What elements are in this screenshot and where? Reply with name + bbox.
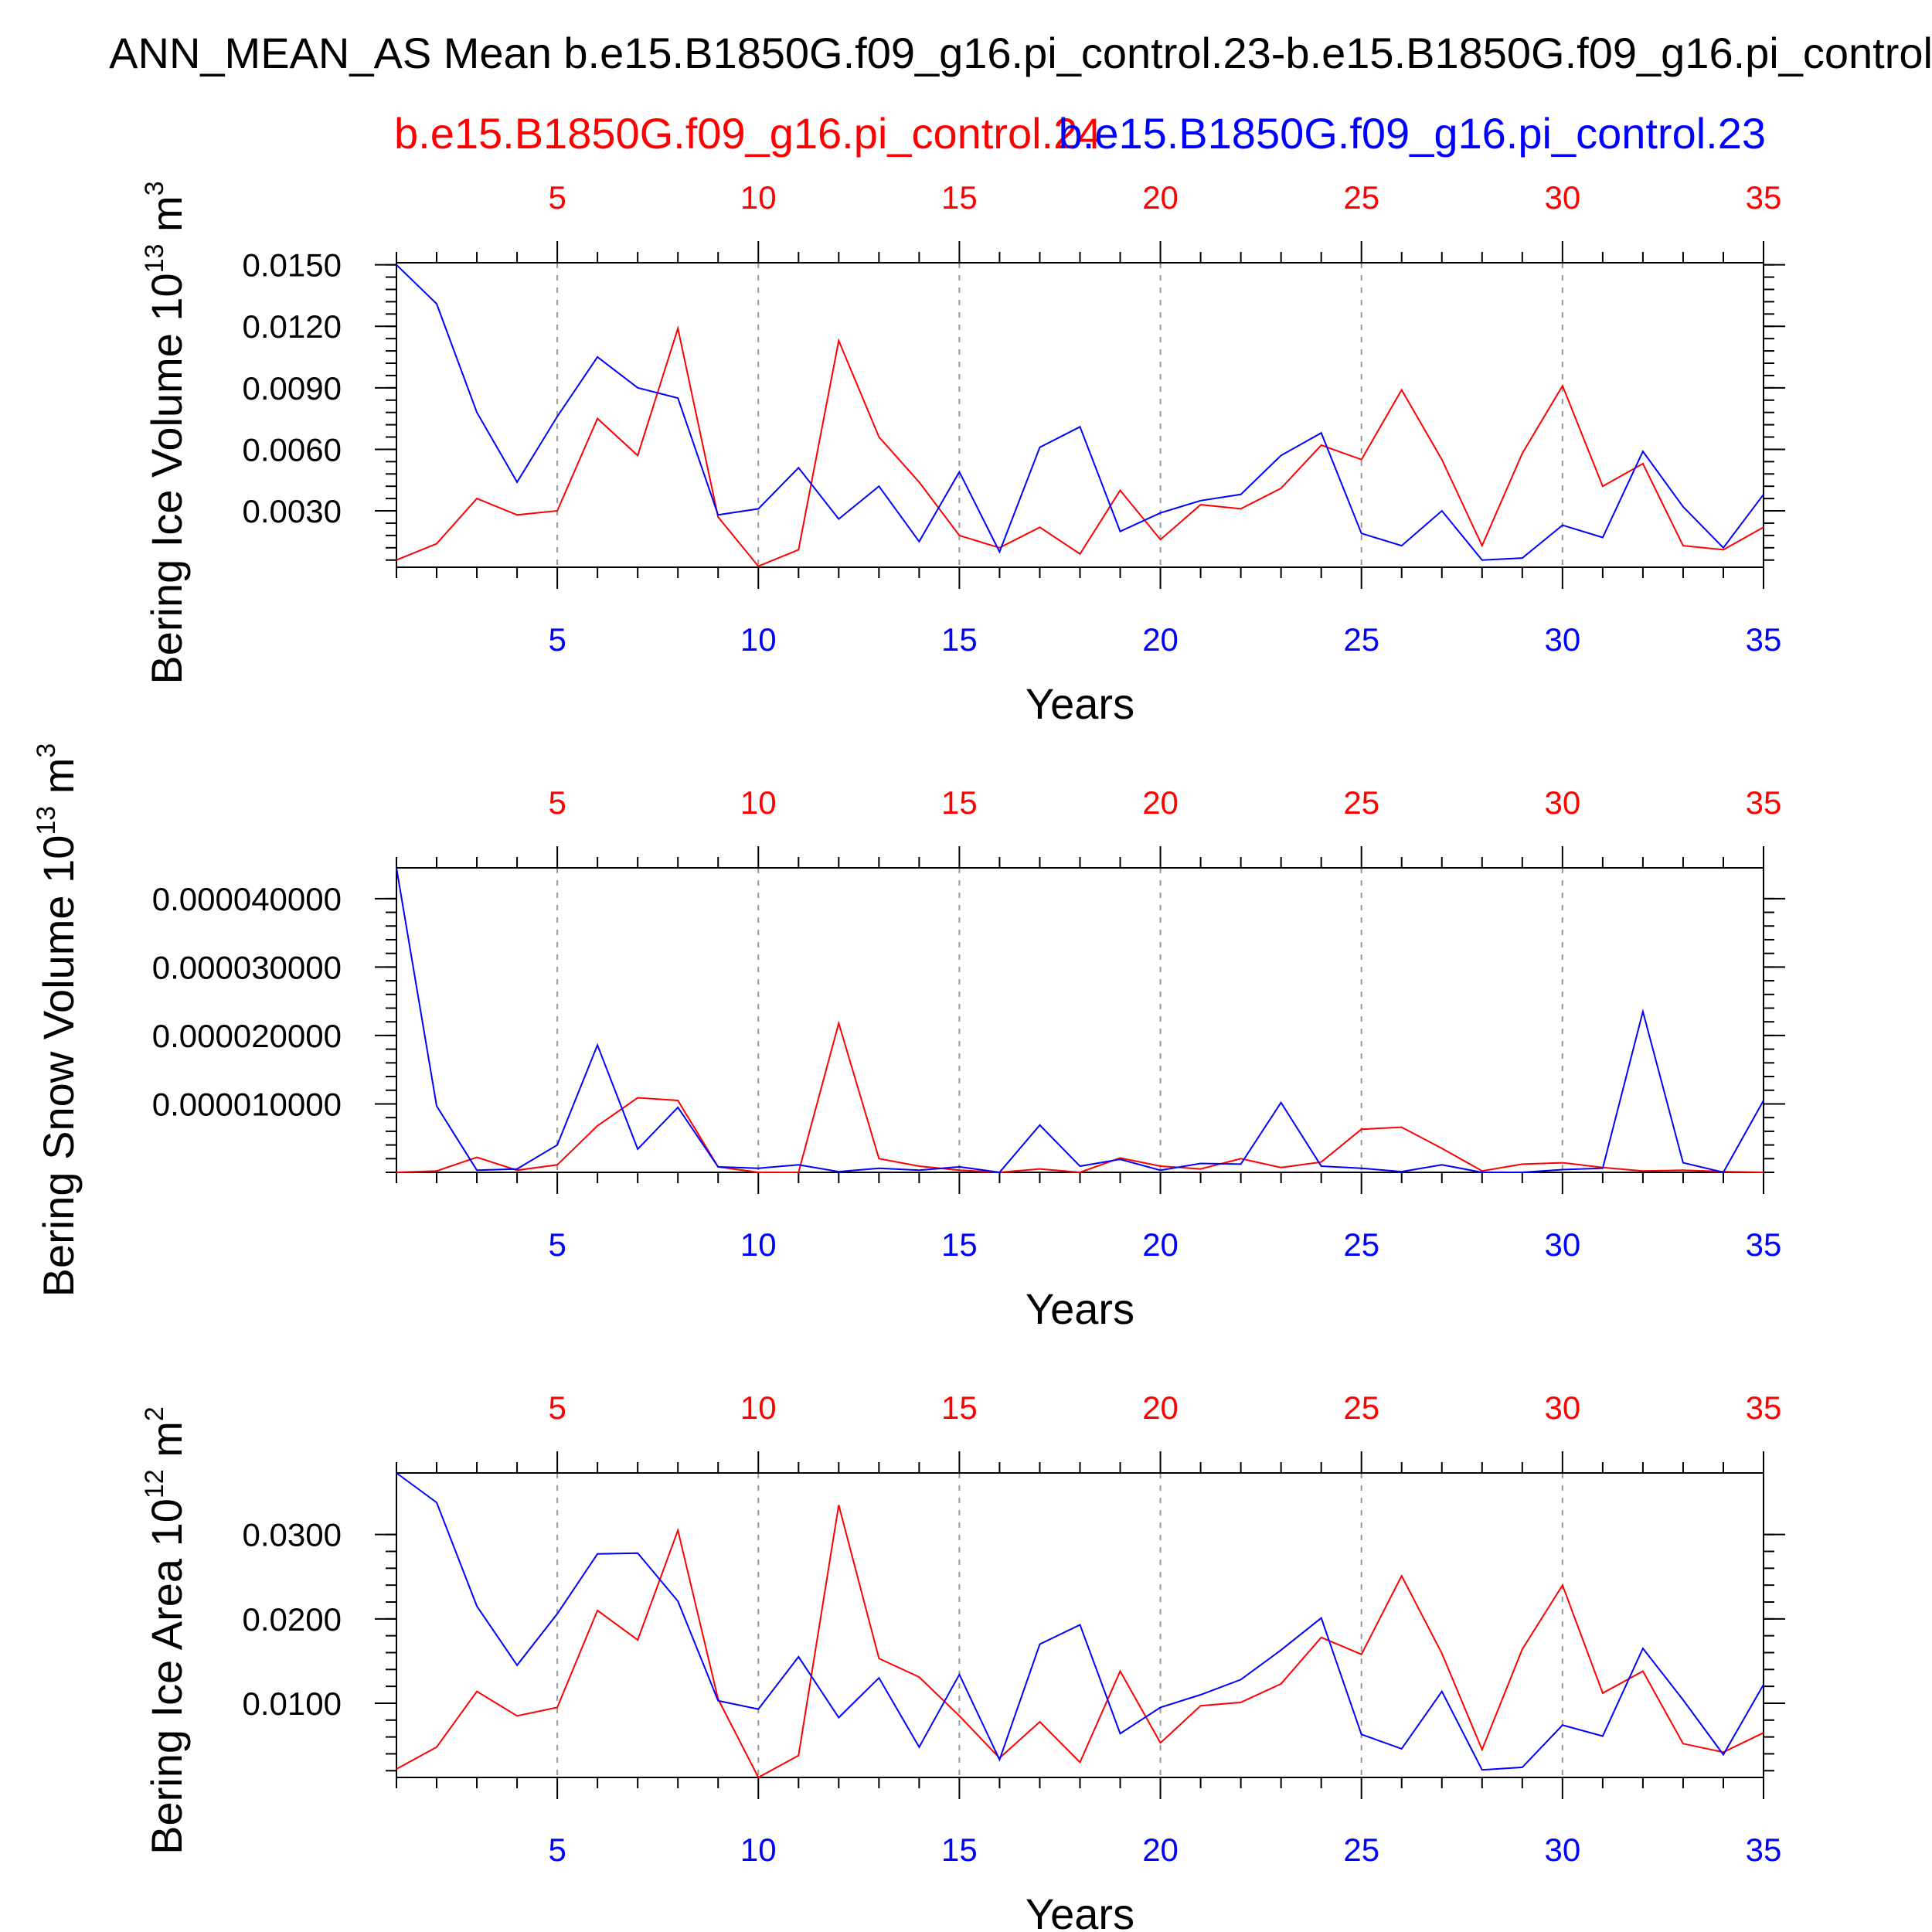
y-axis-title-text: Bering Ice Area 10 — [142, 1498, 191, 1855]
x-tick-label-bottom: 5 — [548, 1226, 566, 1263]
plot-frame — [396, 1472, 1764, 1778]
x-tick-label-bottom: 30 — [1544, 1832, 1580, 1868]
x-tick-label-bottom: 20 — [1142, 621, 1179, 658]
x-tick-label-top: 20 — [1142, 784, 1179, 821]
y-axis-title-unit: m — [34, 758, 83, 806]
x-tick-label-bottom: 25 — [1343, 1226, 1379, 1263]
series-line-case-b — [396, 264, 1764, 561]
x-tick-label-bottom: 30 — [1544, 1226, 1580, 1263]
x-tick-label-top: 30 — [1544, 1389, 1580, 1426]
plot-frame — [396, 867, 1764, 1173]
x-tick-label-bottom: 5 — [548, 621, 566, 658]
x-tick-label-bottom: 25 — [1343, 1832, 1379, 1868]
series-line-case-a — [396, 1505, 1764, 1779]
x-tick-label-top: 10 — [740, 1389, 777, 1426]
chart-panel-1: 0.0150 0.0120 0.0090 0.0060 0.0030 5 5 10 10 15 15… — [140, 179, 1785, 728]
x-tick-label-bottom: 30 — [1544, 621, 1580, 658]
x-tick-label-bottom: 35 — [1746, 1226, 1782, 1263]
x-tick-label-top: 35 — [1746, 784, 1782, 821]
y-tick-label: 0.0100 — [243, 1685, 342, 1722]
chart-panel-2: 0.000040000 0.000030000 0.000020000 0.00001… — [32, 743, 1785, 1333]
x-tick-label-bottom: 10 — [740, 1832, 777, 1868]
x-tick-label-bottom: 10 — [740, 621, 777, 658]
series-line-case-a — [396, 1020, 1764, 1174]
y-tick-label: 0.000040000 — [152, 881, 342, 917]
x-tick-label-bottom: 15 — [941, 1226, 978, 1263]
x-tick-label-bottom: 15 — [941, 1832, 978, 1868]
y-tick-label: 0.0200 — [243, 1601, 342, 1638]
y-tick-label: 0.0300 — [243, 1517, 342, 1553]
y-tick-label: 0.000010000 — [152, 1086, 342, 1122]
x-axis-title: Years — [1026, 1889, 1134, 1932]
x-tick-label-top: 20 — [1142, 1389, 1179, 1426]
x-tick-label-top: 15 — [941, 1389, 978, 1426]
x-tick-label-top: 15 — [941, 179, 978, 216]
x-tick-label-bottom: 10 — [740, 1226, 777, 1263]
x-tick-label-bottom: 5 — [548, 1832, 566, 1868]
y-axis-title: Bering Snow Volume 1013 m3 — [32, 743, 83, 1298]
x-tick-label-top: 10 — [740, 784, 777, 821]
x-tick-label-bottom: 35 — [1746, 1832, 1782, 1868]
x-tick-label-top: 35 — [1746, 179, 1782, 216]
legend-case-b: b.e15.B1850G.f09_g16.pi_control.23 — [1059, 109, 1766, 158]
x-tick-label-top: 25 — [1343, 1389, 1379, 1426]
y-axis-title-unit: m — [142, 1421, 191, 1469]
y-axis-title-unit-exponent: 3 — [140, 181, 169, 196]
plot-frame — [396, 262, 1764, 568]
y-axis-title-exponent: 13 — [32, 806, 61, 835]
y-tick-label: 0.000020000 — [152, 1018, 342, 1054]
x-tick-label-top: 20 — [1142, 179, 1179, 216]
y-axis-title-text: Bering Ice Volume 10 — [142, 273, 191, 684]
x-tick-label-top: 35 — [1746, 1389, 1782, 1426]
x-axis-title: Years — [1026, 1284, 1134, 1333]
x-tick-label-top: 25 — [1343, 179, 1379, 216]
y-tick-label: 0.0090 — [243, 370, 342, 406]
x-tick-label-bottom: 15 — [941, 621, 978, 658]
x-tick-label-top: 15 — [941, 784, 978, 821]
series-line-case-a — [396, 325, 1764, 567]
x-tick-label-top: 30 — [1544, 784, 1580, 821]
y-tick-label: 0.0030 — [243, 493, 342, 529]
x-tick-label-bottom: 20 — [1142, 1832, 1179, 1868]
series-line-case-b — [396, 867, 1764, 1174]
y-tick-label: 0.0120 — [243, 308, 342, 345]
chart-panels: 0.0150 0.0120 0.0090 0.0060 0.0030 5 5 10 10 15 15… — [32, 179, 1785, 1932]
y-axis-title-exponent: 13 — [140, 243, 169, 273]
chart-panel-3: 0.0300 0.0200 0.0100 5 5 10 10 15 15 20 20 25 25 30 30… — [140, 1389, 1785, 1932]
y-axis-title: Bering Ice Area 1012 m2 — [140, 1406, 191, 1855]
x-tick-label-bottom: 35 — [1746, 621, 1782, 658]
y-axis-title-exponent: 12 — [140, 1469, 169, 1498]
x-tick-label-top: 5 — [548, 1389, 566, 1426]
y-tick-label: 0.0060 — [243, 431, 342, 468]
x-tick-label-top: 10 — [740, 179, 777, 216]
y-axis-title-unit-exponent: 2 — [140, 1406, 169, 1421]
x-tick-label-top: 30 — [1544, 179, 1580, 216]
y-tick-label: 0.0150 — [243, 247, 342, 284]
y-axis-title-unit-exponent: 3 — [32, 743, 61, 758]
y-tick-label: 0.000030000 — [152, 949, 342, 985]
y-axis-title: Bering Ice Volume 1013 m3 — [140, 181, 191, 684]
x-tick-label-top: 25 — [1343, 784, 1379, 821]
x-axis-title: Years — [1026, 679, 1134, 728]
y-axis-title-unit: m — [142, 196, 191, 243]
series-line-case-b — [396, 1472, 1764, 1771]
x-tick-label-bottom: 20 — [1142, 1226, 1179, 1263]
x-tick-label-top: 5 — [548, 179, 566, 216]
y-axis-title-text: Bering Snow Volume 10 — [34, 835, 83, 1298]
x-tick-label-bottom: 25 — [1343, 621, 1379, 658]
page-title: ANN_MEAN_AS Mean b.e15.B1850G.f09_g16.pi… — [109, 29, 1932, 77]
x-tick-label-top: 5 — [548, 784, 566, 821]
legend-case-a: b.e15.B1850G.f09_g16.pi_control.24 — [394, 109, 1101, 158]
